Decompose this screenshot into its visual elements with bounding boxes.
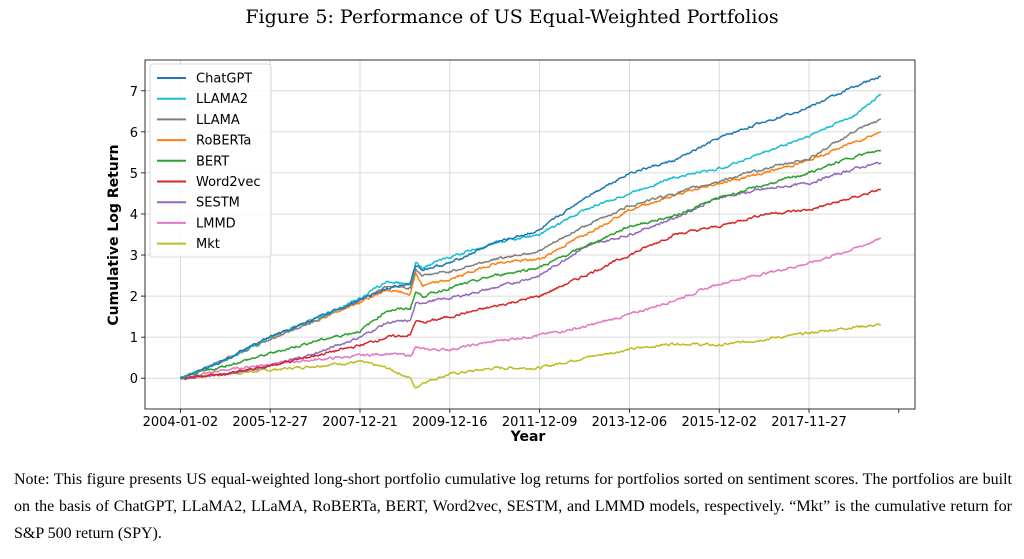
series-line-lmmd (180, 237, 882, 379)
y-tick-label: 1 (130, 331, 138, 346)
x-axis-ticks: 2004-01-02 2005-12-27 2007-12-21 2009-12-16… (143, 409, 900, 430)
series-line-mkt (180, 323, 882, 389)
x-tick-label: 2015-12-02 (681, 415, 757, 430)
legend-box (149, 63, 272, 258)
y-axis-label: Cumulative Log Return (106, 144, 122, 325)
y-tick-label: 4 (130, 208, 138, 223)
legend-label: Word2vec (196, 175, 261, 190)
legend-label: SESTM (196, 196, 240, 211)
series-line-llama2 (180, 93, 882, 379)
x-tick-label: 2009-12-16 (412, 415, 488, 430)
figure-title: Figure 5: Performance of US Equal-Weight… (245, 6, 779, 28)
series-lines (179, 75, 882, 389)
y-tick-label: 2 (130, 290, 138, 305)
legend-label: BERT (196, 154, 229, 169)
legend-label: LLAMA2 (196, 92, 248, 107)
legend-label: LLAMA (196, 113, 240, 128)
x-tick-label: 2005-12-27 (232, 415, 308, 430)
x-tick-label: 2017-11-27 (771, 415, 847, 430)
legend-label: LMMD (196, 216, 236, 231)
legend: ChatGPT LLAMA2 LLAMA RoBERTa BERT Word2vec SES… (149, 63, 272, 258)
y-tick-label: 5 (130, 167, 138, 182)
series-line-word2vec (179, 188, 882, 381)
y-tick-label: 0 (130, 372, 138, 387)
x-tick-label: 2011-12-09 (502, 415, 578, 430)
series-line-sestm (180, 161, 882, 380)
y-tick-label: 3 (130, 249, 138, 264)
x-tick-label: 2007-12-21 (322, 415, 398, 430)
y-tick-label: 7 (130, 85, 138, 100)
figure-note: Note: This figure presents US equal-weig… (14, 471, 1012, 542)
legend-label: ChatGPT (196, 72, 252, 87)
y-tick-label: 6 (130, 126, 138, 141)
plot-frame (144, 59, 916, 410)
legend-label: Mkt (196, 237, 220, 252)
line-chart: 2004-01-02 2005-12-27 2007-12-21 2009-12-16… (106, 59, 916, 445)
series-line-llama (179, 118, 882, 380)
x-tick-label: 2004-01-02 (143, 415, 219, 430)
legend-label: RoBERTa (196, 134, 251, 149)
series-line-bert (180, 149, 882, 379)
y-axis-ticks: 0 1 2 3 4 5 6 7 (130, 85, 145, 387)
x-tick-label: 2013-12-06 (592, 415, 668, 430)
x-axis-label: Year (510, 429, 546, 445)
series-line-chatgpt (180, 75, 881, 379)
